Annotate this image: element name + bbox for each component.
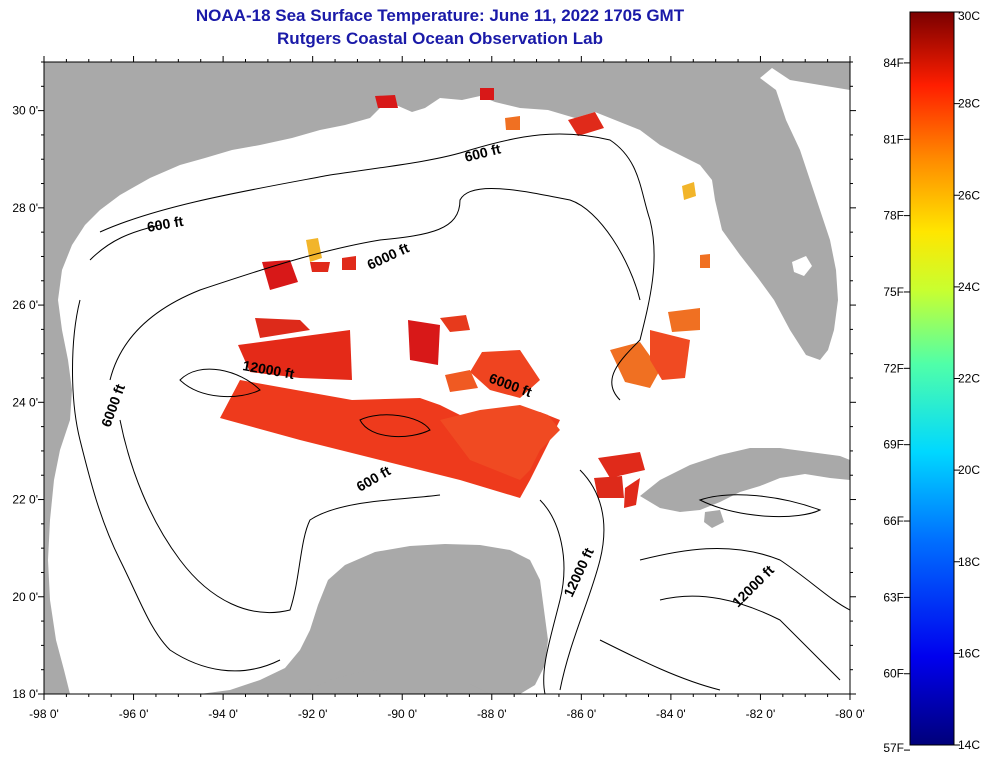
depth-contours (72, 133, 850, 694)
lake-okeechobee (792, 256, 812, 276)
x-tick-label: -90 0' (387, 707, 417, 721)
land-isle-of-youth (704, 510, 724, 528)
y-axis: 30 0' 28 0' 26 0' 24 0' 22 0' 20 0' 18 0' (12, 61, 856, 701)
colorbar-c-label: 22C (958, 372, 980, 386)
colorbar (909, 11, 955, 746)
map-title: NOAA-18 Sea Surface Temperature: June 11… (195, 6, 685, 25)
colorbar-f-label: 60F (883, 667, 904, 681)
x-tick-label: -98 0' (29, 707, 59, 721)
x-tick-label: -80 0' (835, 707, 865, 721)
colorbar-c-label: 28C (958, 97, 980, 111)
colorbar-f-label: 75F (883, 285, 904, 299)
colorbar-c-label: 20C (958, 463, 980, 477)
y-tick-label: 24 0' (12, 395, 38, 409)
colorbar-f-label: 57F (883, 741, 904, 755)
colorbar-c-label: 18C (958, 555, 980, 569)
colorbar-c-label: 16C (958, 646, 980, 660)
map-subtitle: Rutgers Coastal Ocean Observation Lab (277, 29, 603, 48)
colorbar-f-label: 69F (883, 438, 904, 452)
colorbar-f-label: 81F (883, 132, 904, 146)
x-axis: -98 0' -96 0' -94 0' -92 0' -90 0' -88 0' -86 … (29, 56, 865, 721)
colorbar-celsius-labels: 30C 28C 26C 24C 22C 20C 18C 16C 14C (954, 9, 980, 752)
land-central-america (300, 668, 490, 694)
x-tick-label: -86 0' (567, 707, 597, 721)
y-tick-label: 22 0' (12, 493, 38, 507)
colorbar-c-label: 14C (958, 738, 980, 752)
y-tick-label: 20 0' (12, 590, 38, 604)
y-tick-label: 30 0' (12, 104, 38, 118)
x-tick-label: -82 0' (746, 707, 776, 721)
colorbar-f-label: 84F (883, 56, 904, 70)
land-cuba (640, 448, 850, 512)
colorbar-fahrenheit-labels: 84F 81F 78F 75F 72F 69F 66F 63F 60F 57F (883, 56, 910, 755)
x-tick-label: -92 0' (298, 707, 328, 721)
colorbar-f-label: 78F (883, 209, 904, 223)
sst-patches (220, 88, 710, 508)
x-tick-label: -88 0' (477, 707, 507, 721)
x-tick-label: -84 0' (656, 707, 686, 721)
colorbar-f-label: 66F (883, 514, 904, 528)
colorbar-c-label: 26C (958, 188, 980, 202)
colorbar-f-label: 63F (883, 590, 904, 604)
colorbar-f-label: 72F (883, 361, 904, 375)
colorbar-c-label: 30C (958, 9, 980, 23)
x-tick-label: -94 0' (208, 707, 238, 721)
land-us-texas-louisiana (44, 62, 850, 694)
contour-label: 600 ft (146, 213, 185, 235)
land-yucatan (44, 544, 548, 694)
x-tick-label: -96 0' (119, 707, 149, 721)
y-tick-label: 18 0' (12, 687, 38, 701)
colorbar-c-label: 24C (958, 280, 980, 294)
y-tick-label: 26 0' (12, 298, 38, 312)
y-tick-label: 28 0' (12, 201, 38, 215)
